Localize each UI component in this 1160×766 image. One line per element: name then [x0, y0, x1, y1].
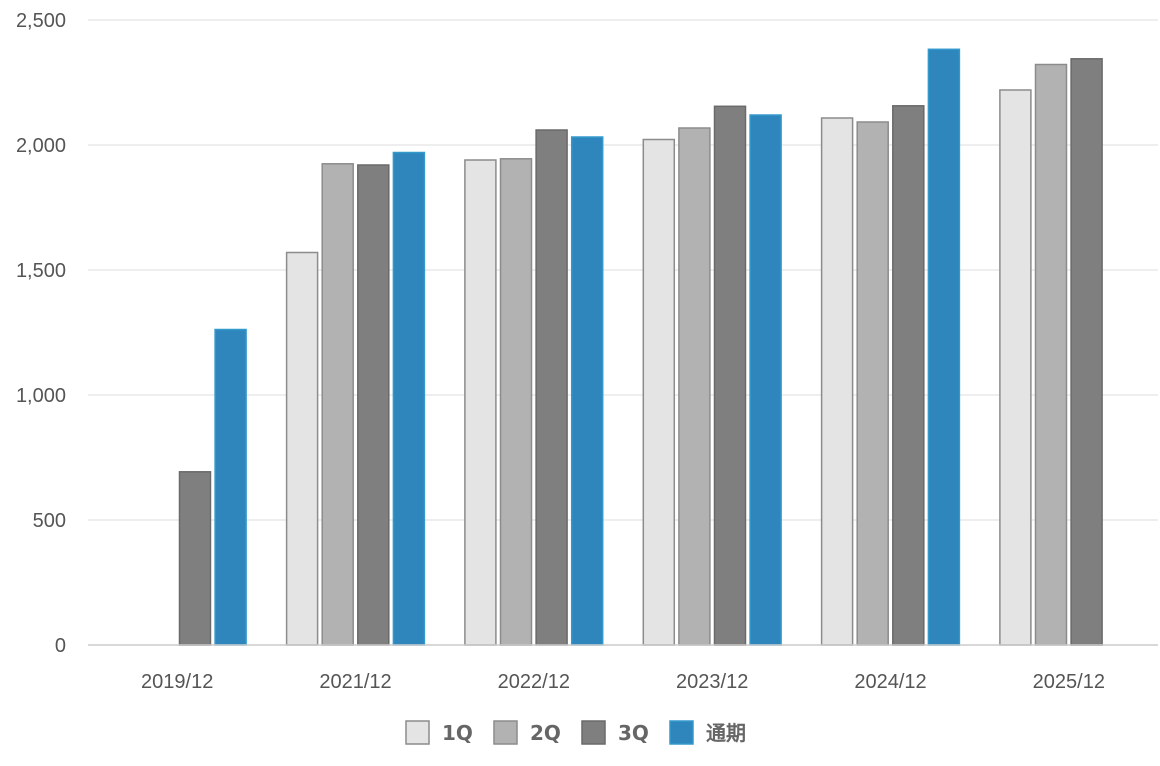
bar-4-2023-12[interactable] — [749, 114, 782, 646]
legend-item-2[interactable]: 2Q — [493, 720, 561, 745]
bar-2-2022-12[interactable] — [499, 158, 533, 646]
x-tick-label: 2022/12 — [498, 671, 570, 693]
bar-3-2019-12[interactable] — [178, 471, 212, 646]
y-tick-label: 1,000 — [16, 385, 66, 407]
legend-swatch — [405, 720, 430, 745]
x-tick-label: 2023/12 — [676, 671, 748, 693]
y-tick-label: 0 — [55, 635, 66, 657]
bar-2-2021-12[interactable] — [321, 163, 354, 646]
x-tick-label: 2025/12 — [1033, 671, 1105, 693]
legend-label: 2Q — [530, 721, 561, 745]
bar-1-2025-12[interactable] — [999, 89, 1032, 646]
legend-swatch — [581, 720, 606, 745]
y-tick-label: 2,000 — [16, 135, 66, 157]
legend-item-3[interactable]: 3Q — [581, 720, 649, 745]
bar-4-2021-12[interactable] — [392, 151, 426, 646]
y-tick-label: 1,500 — [16, 260, 66, 282]
bar-3-2024-12[interactable] — [892, 105, 925, 646]
bar-3-2023-12[interactable] — [713, 105, 747, 646]
bar-1-2023-12[interactable] — [642, 138, 676, 646]
bar-1-2021-12[interactable] — [285, 251, 319, 646]
bar-1-2022-12[interactable] — [464, 159, 497, 646]
bar-3-2025-12[interactable] — [1070, 58, 1103, 646]
bar-3-2022-12[interactable] — [535, 129, 568, 646]
bar-2-2024-12[interactable] — [856, 121, 889, 646]
x-tick-label: 2021/12 — [319, 671, 391, 693]
legend-label: 1Q — [442, 721, 473, 745]
x-tick-label: 2019/12 — [141, 671, 213, 693]
bar-2-2023-12[interactable] — [678, 127, 711, 646]
bar-3-2021-12[interactable] — [357, 164, 390, 646]
legend-label: 通期 — [706, 721, 746, 745]
y-tick-label: 2,500 — [16, 10, 66, 32]
legend-label: 3Q — [618, 721, 649, 745]
gridlines — [88, 19, 1158, 521]
x-tick-label: 2024/12 — [854, 671, 926, 693]
bar-4-2019-12[interactable] — [214, 328, 247, 646]
bar-4-2024-12[interactable] — [927, 48, 961, 646]
bar-4-2022-12[interactable] — [570, 136, 604, 646]
y-tick-label: 500 — [33, 510, 66, 532]
legend-swatch — [493, 720, 518, 745]
x-axis-ticks: 2019/12 2021/12 2022/12 2023/12 2024/12 2025/… — [141, 671, 1105, 693]
bars — [178, 48, 1103, 646]
legend-item-4[interactable]: 通期 — [669, 720, 746, 745]
legend-item-1[interactable]: 1Q — [405, 720, 473, 745]
legend-swatch — [669, 720, 694, 745]
legend[interactable]: 1Q 2Q 3Q 通期 — [405, 720, 746, 745]
bar-1-2024-12[interactable] — [820, 117, 854, 646]
y-axis-ticks: 0 500 1,000 1,500 2,000 2,500 — [16, 10, 66, 657]
bar-2-2025-12[interactable] — [1034, 63, 1068, 646]
